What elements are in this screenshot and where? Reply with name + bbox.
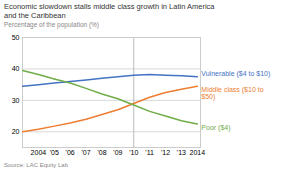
html-text:Economic slowdown stalls middl: Economic slowdown stalls middle class gr…: [4, 2, 215, 20]
svg-text:2004: 2004: [31, 149, 47, 156]
svg-text:'08: '08: [97, 149, 106, 156]
html-text:Percentage of the population (: Percentage of the population (%): [4, 21, 99, 28]
svg-text:2014: 2014: [190, 149, 206, 156]
svg-text:'11: '11: [145, 149, 154, 156]
svg-text:30: 30: [12, 97, 20, 104]
svg-text:Poor ($4): Poor ($4): [201, 124, 230, 132]
svg-text:40: 40: [12, 65, 20, 72]
svg-text:'07: '07: [82, 149, 91, 156]
svg-text:'12: '12: [161, 149, 170, 156]
html-text:Source: LAC Equity Lab: Source: LAC Equity Lab: [4, 162, 68, 168]
svg-text:'13: '13: [177, 149, 186, 156]
svg-text:Middle class ($10 to$50): Middle class ($10 to$50): [201, 86, 263, 101]
svg-text:'10: '10: [129, 149, 138, 156]
svg-text:20: 20: [12, 128, 20, 135]
svg-text:Vulnerable ($4 to $10): Vulnerable ($4 to $10): [201, 70, 270, 78]
svg-text:'06: '06: [66, 149, 75, 156]
svg-text:'09: '09: [113, 149, 122, 156]
svg-text:50: 50: [12, 34, 20, 41]
svg-text:'05: '05: [50, 149, 59, 156]
